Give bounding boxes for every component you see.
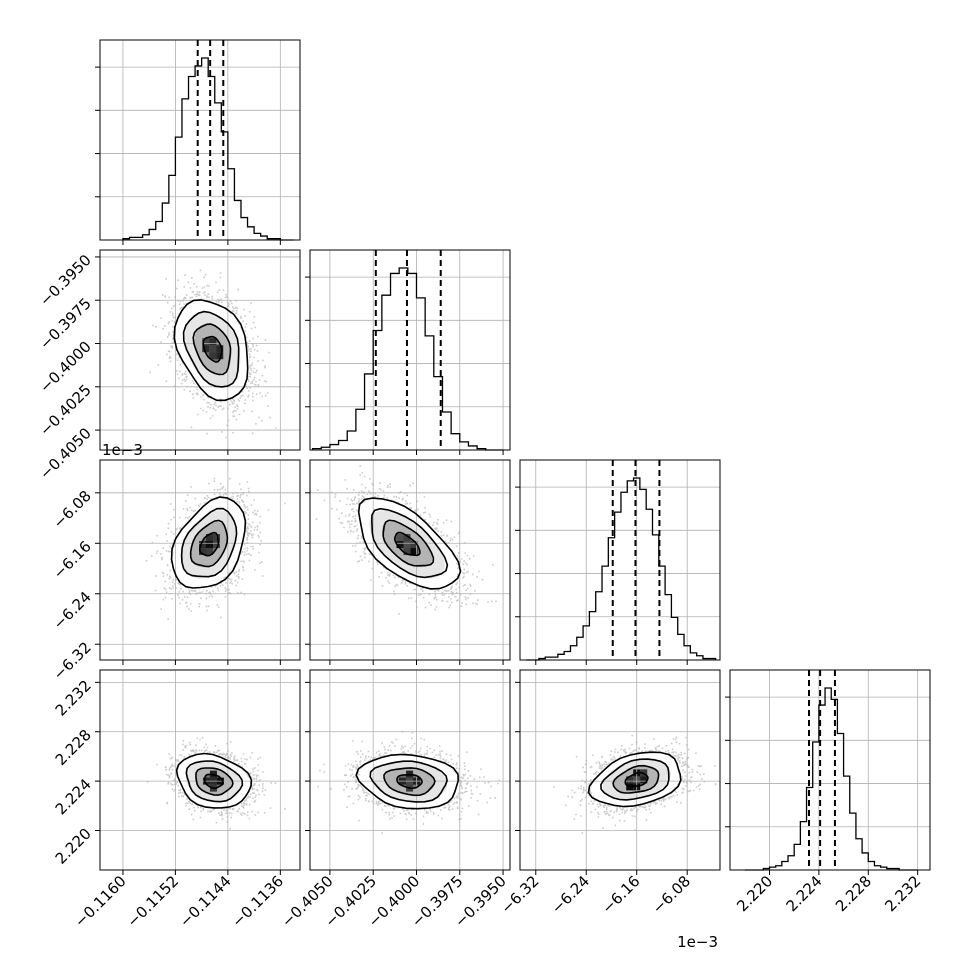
density-core-cell	[206, 534, 214, 542]
density-core-cell	[209, 338, 217, 346]
density-core-cell	[209, 352, 217, 360]
contour-3-1-1	[383, 767, 436, 797]
y-tick-label: −6.24	[50, 588, 95, 633]
panel-frame-3-0	[99, 669, 301, 871]
histogram-3	[744, 687, 918, 871]
density-core-cell	[206, 548, 214, 556]
x-tick-label: 2.220	[733, 872, 776, 915]
panel-frame-1-1	[309, 249, 511, 451]
y-tick-label: −6.32	[50, 638, 95, 683]
contour-3-0-0	[203, 773, 224, 790]
x-tick-label: 2.224	[783, 872, 826, 915]
panel-frame-3-2	[519, 669, 721, 871]
x-tick-label: 2.228	[832, 872, 875, 915]
contour-3-2-3	[587, 751, 682, 808]
contour-2-1-3	[357, 497, 462, 590]
contour-3-1-3	[355, 753, 460, 810]
contour-3-0-1	[195, 767, 234, 796]
density-core-cell	[403, 548, 411, 556]
x-tick-label: −0.1152	[124, 872, 183, 931]
density-core-cell	[206, 541, 214, 549]
contour-2-0-3	[170, 496, 247, 589]
contour-1-0-2	[182, 310, 240, 388]
contour-3-1-0	[396, 773, 423, 790]
contour-2-0-1	[189, 519, 229, 568]
contour-1-0-3	[173, 299, 249, 402]
density-core-cell	[202, 345, 210, 353]
panel-frame-3-3	[729, 669, 931, 871]
x-offset-label: 1e−3	[677, 933, 718, 951]
density-core-cell	[396, 534, 404, 542]
y-tick-label: −6.16	[50, 537, 95, 582]
density-core-cell	[640, 776, 648, 784]
y-tick-label: 2.224	[52, 775, 95, 818]
density-core-cell	[396, 541, 404, 549]
density-core-cell	[213, 534, 221, 542]
contour-3-2-2	[600, 758, 670, 801]
density-core-cell	[199, 548, 207, 556]
axes-layer: −0.4050−0.4025−0.4000−0.3975−0.3950−6.32…	[36, 39, 931, 951]
density-core-cell	[410, 541, 418, 549]
x-tick-label: −6.32	[497, 872, 542, 917]
contour-3-0-3	[175, 752, 253, 809]
x-tick-label: −6.24	[548, 872, 593, 917]
density-core-cell	[403, 534, 411, 542]
contour-3-1-2	[369, 760, 448, 803]
y-tick-label: 2.220	[52, 825, 95, 868]
histogram-2	[526, 477, 717, 661]
contour-2-1-1	[382, 519, 435, 567]
density-core-cell	[209, 345, 217, 353]
density-core-cell	[213, 541, 221, 549]
density-core-cell	[403, 541, 411, 549]
contour-2-0-2	[180, 507, 238, 578]
contour-2-1-0	[393, 531, 421, 557]
y-tick-label: 2.228	[52, 726, 95, 769]
contour-1-0-0	[202, 335, 223, 363]
x-tick-label: 2.232	[881, 872, 924, 915]
panel-frame-2-1	[309, 459, 511, 661]
panel-frame-0-0	[99, 39, 301, 241]
contour-2-0-0	[199, 531, 220, 557]
density-core-cell	[199, 541, 207, 549]
density-core-cell	[202, 338, 210, 346]
density-core-cell	[410, 548, 418, 556]
y-tick-label: 2.232	[52, 676, 95, 719]
y-tick-label: −6.08	[50, 487, 95, 532]
x-tick-label: −6.16	[598, 872, 643, 917]
contour-1-0-1	[192, 323, 232, 376]
grid-layer	[100, 40, 930, 870]
panel-frame-2-2	[519, 459, 721, 661]
panel-frame-1-0	[99, 249, 301, 451]
density-core-cell	[216, 345, 224, 353]
contour-3-2-1	[612, 764, 660, 794]
contour-2-1-2	[370, 507, 449, 579]
panel-frame-2-0	[99, 459, 301, 661]
x-tick-label: −0.1136	[228, 872, 287, 931]
density-core-cell	[216, 352, 224, 360]
contour-3-0-2	[185, 760, 244, 803]
panel-frame-3-1	[309, 669, 511, 871]
marks-layer	[122, 40, 918, 871]
histogram-0	[122, 57, 294, 241]
x-tick-label: −0.1160	[71, 872, 130, 931]
x-tick-label: −0.1144	[176, 872, 235, 931]
contour-3-2-0	[624, 771, 649, 788]
density-core-cell	[626, 776, 634, 784]
x-tick-label: −6.08	[649, 872, 694, 917]
y-offset-label: 1e−3	[102, 441, 143, 459]
histogram-1	[311, 267, 504, 451]
